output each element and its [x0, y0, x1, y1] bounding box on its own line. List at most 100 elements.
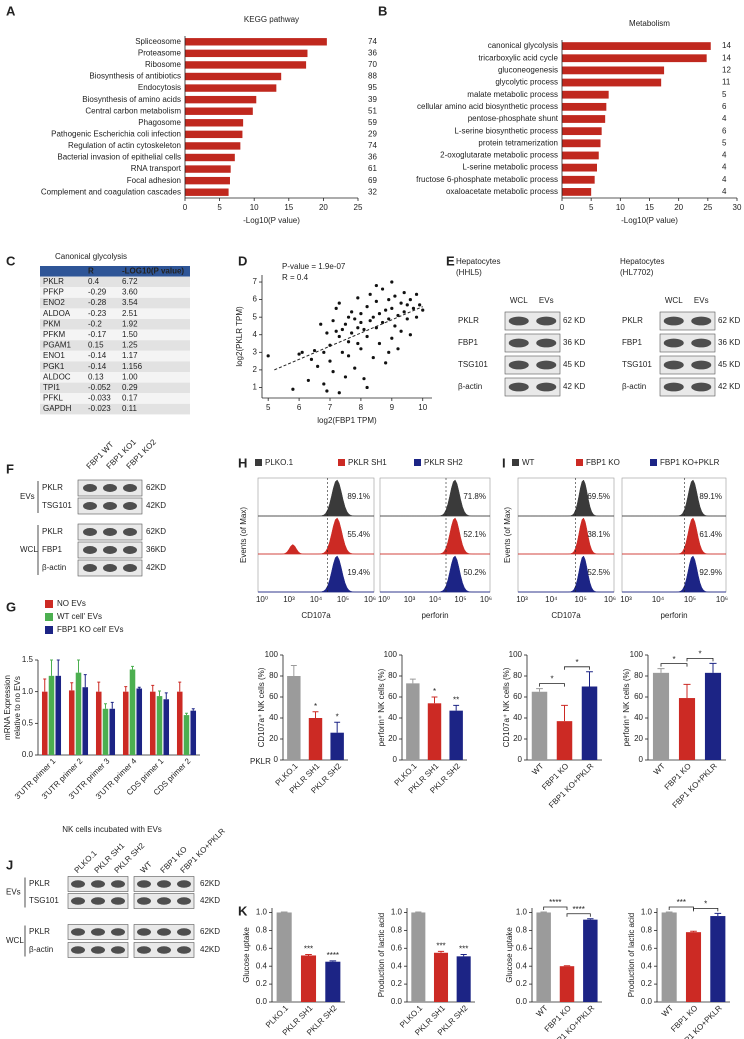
- percent-label: 89.1%: [347, 492, 370, 501]
- table-cell: 0.11: [122, 404, 138, 413]
- table-cell: -0.28: [88, 298, 107, 307]
- panel-label: I: [502, 455, 506, 470]
- y-axis-label: Production of lactic acid: [627, 913, 636, 998]
- band: [663, 338, 684, 348]
- count-label: 32: [368, 187, 377, 196]
- bar: [456, 956, 471, 1002]
- significance: ***: [677, 898, 686, 907]
- point: [346, 315, 351, 319]
- point: [380, 320, 385, 325]
- table-cell: 6.72: [122, 277, 138, 286]
- percent-label: 89.1%: [699, 492, 722, 501]
- blot-strip: [659, 333, 716, 353]
- x-tick-label: WT: [652, 761, 667, 776]
- blot-strip: [504, 355, 561, 375]
- point: [356, 326, 360, 330]
- bar: [531, 691, 548, 760]
- legend-label: PKLR SH2: [424, 458, 463, 467]
- y-axis-label: Production of lactic acid: [377, 913, 386, 998]
- count-label: 14: [722, 41, 731, 50]
- category-label: fructose 6-phosphate metabolic process: [416, 175, 558, 184]
- y-tick-label: 0: [274, 755, 279, 764]
- table-cell: -0.17: [88, 330, 107, 339]
- count-label: 36: [368, 48, 377, 57]
- bar: [68, 690, 75, 755]
- panel-label: H: [238, 455, 247, 470]
- bar: [185, 84, 277, 92]
- category-label: Regulation of actin cytoskeleton: [68, 141, 181, 150]
- bar: [163, 699, 170, 755]
- y-tick-label: 0.0: [256, 997, 268, 1006]
- x-tick-label: 10⁵: [337, 595, 349, 604]
- point: [337, 391, 341, 395]
- y-axis-label: Glucose uptake: [242, 927, 251, 983]
- point: [322, 350, 326, 354]
- blot-strip: [659, 355, 716, 375]
- panel-label: G: [6, 599, 16, 614]
- bracket: [693, 907, 719, 912]
- point: [384, 361, 388, 365]
- bar: [562, 115, 606, 123]
- bar: [185, 188, 229, 196]
- y-tick-label: 1.0: [516, 908, 528, 917]
- protein-label: PKLR: [42, 527, 63, 536]
- bar: [562, 139, 601, 148]
- x-tick-label: 30: [733, 203, 742, 212]
- x-tick-label: 7: [328, 403, 333, 412]
- x-axis-label: -Log10(P value): [621, 216, 678, 225]
- significance: *: [550, 675, 553, 684]
- category-label: protein tetramerization: [478, 138, 558, 147]
- error-bar: [43, 678, 47, 692]
- band: [111, 928, 125, 936]
- protein-label: TSG101: [622, 360, 652, 369]
- point: [390, 306, 394, 310]
- point: [421, 308, 425, 312]
- x-tick-label: 10⁶: [716, 595, 728, 604]
- size-label: 45 KD: [563, 360, 585, 369]
- size-label: 62KD: [146, 483, 166, 492]
- y-tick-label: 60: [269, 692, 278, 701]
- bar: [129, 669, 136, 755]
- band: [137, 880, 151, 888]
- protein-label: PKLR: [458, 316, 479, 325]
- x-tick-label: 8: [359, 403, 364, 412]
- y-tick-label: 100: [384, 650, 398, 659]
- band: [536, 338, 557, 348]
- point: [331, 319, 335, 323]
- protein-label: PKLR: [42, 483, 63, 492]
- table-cell: GAPDH: [43, 404, 72, 413]
- panel-label: D: [238, 253, 247, 268]
- point: [368, 292, 372, 296]
- table-cell: -0.14: [88, 362, 107, 371]
- bar: [185, 176, 230, 185]
- band: [111, 946, 125, 954]
- band: [137, 928, 151, 936]
- band: [536, 316, 557, 326]
- error-bar: [460, 954, 467, 957]
- table-cell: 1.00: [122, 372, 138, 381]
- bar: [556, 721, 573, 760]
- legend-swatch: [576, 459, 583, 466]
- x-tick-label: 9: [390, 403, 395, 412]
- significance: *: [704, 899, 707, 908]
- y-tick-label: 100: [509, 650, 523, 659]
- point: [350, 310, 354, 314]
- band: [536, 382, 557, 392]
- size-label: 42KD: [146, 563, 166, 572]
- x-tick-label: 10⁴: [545, 595, 558, 604]
- blot-strip: [659, 377, 716, 397]
- point: [384, 308, 388, 312]
- point: [328, 359, 332, 363]
- count-label: 74: [368, 37, 377, 46]
- bar: [581, 686, 598, 760]
- protein-label: TSG101: [458, 360, 488, 369]
- error-bar: [536, 688, 543, 692]
- y-tick-label: 0.2: [641, 979, 653, 988]
- table-row-bg: [40, 372, 190, 383]
- y-tick-label: 20: [634, 734, 643, 743]
- band: [177, 946, 191, 954]
- category-label: Endocytosis: [138, 83, 181, 92]
- y-tick-label: 4: [253, 330, 258, 339]
- bar: [406, 683, 420, 760]
- chart-title: Metabolism: [629, 19, 670, 28]
